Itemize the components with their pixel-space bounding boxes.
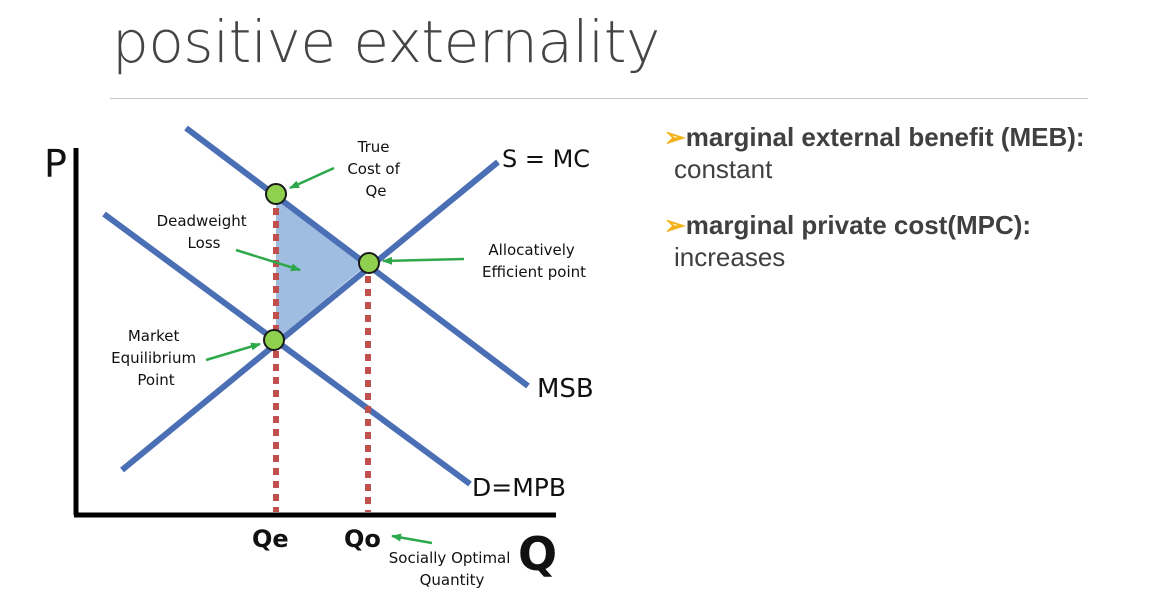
slide-title: positive externality xyxy=(112,8,660,76)
market-arrow xyxy=(205,342,261,362)
bullet-arrow-icon: ➢ xyxy=(664,122,686,152)
bullet-detail: constant xyxy=(674,154,773,184)
bullet-item-mpc: ➢marginal private cost(MPC): increases xyxy=(664,208,1154,272)
deadweight-arrow xyxy=(235,248,301,272)
axis-q-label: Q xyxy=(518,527,557,581)
msb-curve xyxy=(184,125,530,389)
bullet-heading: marginal private cost(MPC): xyxy=(685,210,1032,240)
true-cost-arrow xyxy=(289,166,335,190)
true-cost-annotation: True Cost of Qe xyxy=(347,138,404,200)
externality-diagram: P Q S = MC MSB D=MPB Qe Qo True Cost of … xyxy=(44,125,594,589)
bullet-heading: marginal external benefit (MEB): xyxy=(685,122,1085,152)
deadweight-annotation: Deadweight Loss xyxy=(157,212,252,252)
msb-label: MSB xyxy=(537,374,594,404)
social-optimal-arrow xyxy=(391,533,433,545)
market-equilibrium-point xyxy=(263,329,285,351)
axis-p-label: P xyxy=(44,142,67,186)
deadweight-loss-area xyxy=(276,195,369,340)
bullet-item-meb: ➢marginal external benefit (MEB): consta… xyxy=(664,120,1154,184)
allocative-arrow xyxy=(382,256,465,265)
demand-mpb-curve xyxy=(102,211,472,487)
demand-label: D=MPB xyxy=(472,473,566,502)
bullet-detail: increases xyxy=(674,242,786,272)
supply-mc-curve xyxy=(120,159,500,473)
true-cost-point xyxy=(265,183,287,205)
social-optimal-annotation: Socially Optimal Quantity xyxy=(389,549,515,589)
qo-label: Qo xyxy=(344,525,381,553)
allocatively-efficient-point xyxy=(358,252,380,274)
supply-label: S = MC xyxy=(502,145,590,173)
bullet-arrow-icon: ➢ xyxy=(664,210,686,240)
qe-label: Qe xyxy=(252,525,289,553)
market-annotation: Market Equilibrium Point xyxy=(111,327,201,389)
allocative-annotation: Allocatively Efficient point xyxy=(482,241,586,281)
title-divider xyxy=(110,98,1088,99)
bullet-list: ➢marginal external benefit (MEB): consta… xyxy=(664,120,1154,296)
